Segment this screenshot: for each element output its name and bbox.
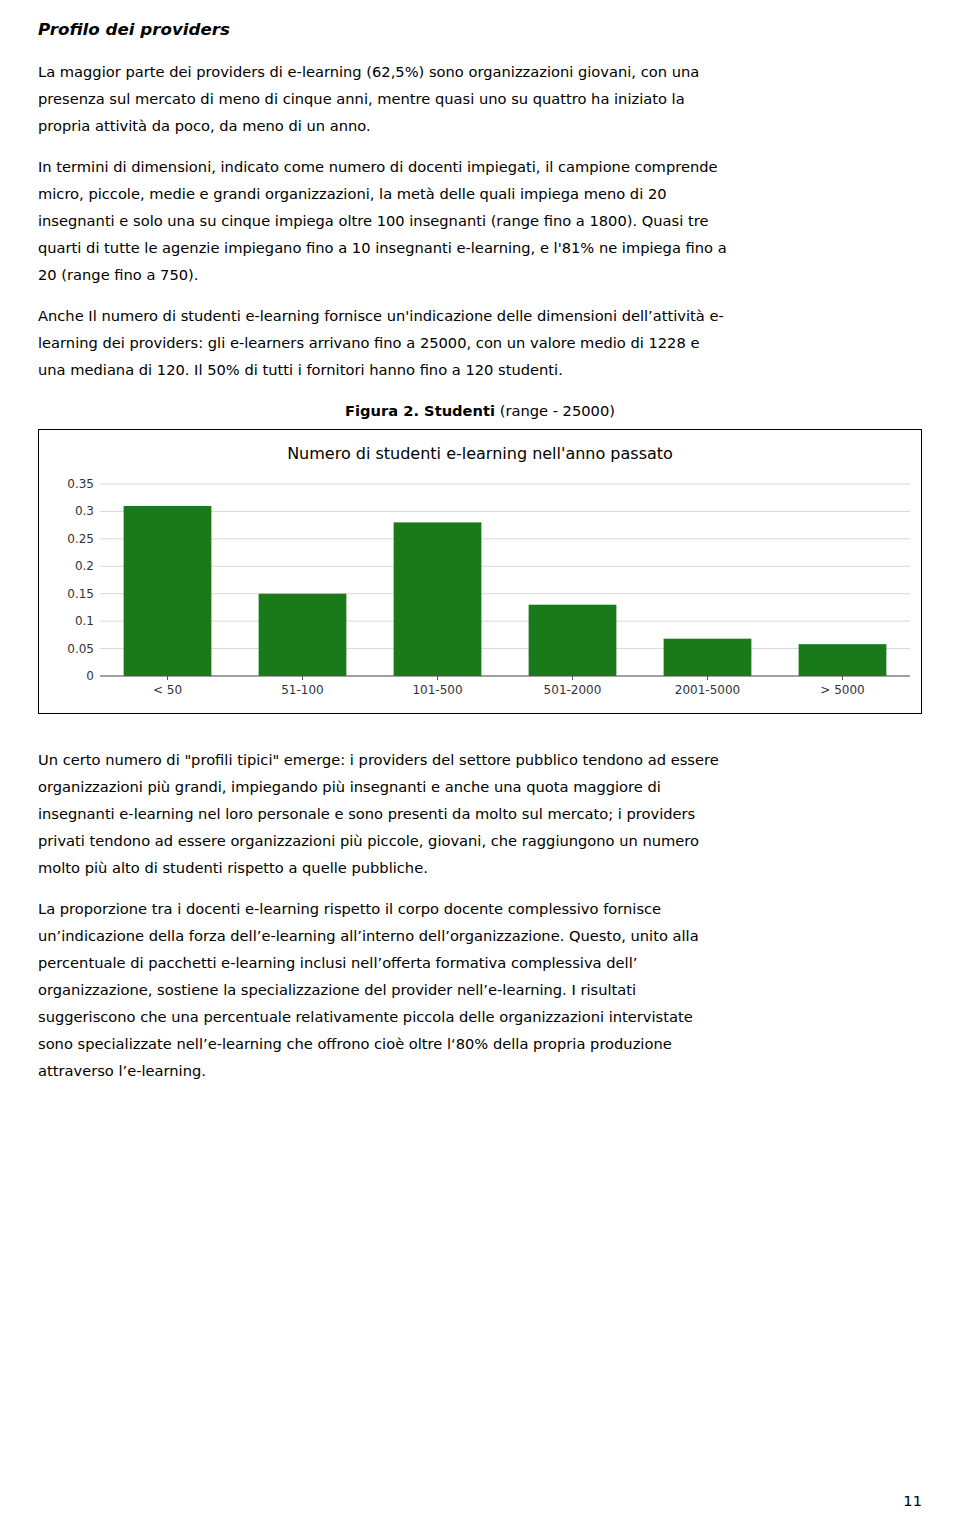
page-number: 11 [903, 1492, 922, 1509]
paragraph: Anche Il numero di studenti e-learning f… [38, 302, 922, 383]
figure-label: Figura 2. Studenti (range - 25000) [38, 397, 922, 424]
x-tick-label: < 50 [153, 683, 182, 697]
x-axis-line [100, 676, 910, 677]
text-line: learning dei providers: gli e-learners a… [38, 329, 922, 356]
text-line: molto più alto di studenti rispetto a qu… [38, 854, 922, 881]
y-tick-label: 0.25 [67, 532, 94, 546]
bar [664, 639, 752, 676]
y-tick-label: 0.3 [75, 504, 94, 518]
bar [529, 605, 617, 676]
text-line: presenza sul mercato di meno di cinque a… [38, 85, 922, 112]
text-line: sono specializzate nell’e-learning che o… [38, 1030, 922, 1057]
grid-line [100, 648, 910, 649]
x-tick-label: 501-2000 [544, 683, 602, 697]
grid-line [100, 593, 910, 594]
grid-line [100, 621, 910, 622]
grid-line [100, 511, 910, 512]
bar-chart: Numero di studenti e-learning nell'anno … [38, 429, 922, 714]
text-line: percentuale di pacchetti e-learning incl… [38, 949, 922, 976]
text-line: quarti di tutte le agenzie impiegano fin… [38, 234, 922, 261]
chart-title: Numero di studenti e-learning nell'anno … [287, 444, 673, 463]
text-line: un’indicazione della forza dell’e-learni… [38, 922, 922, 949]
paragraph: La proporzione tra i docenti e-learning … [38, 895, 922, 1084]
figure-label-normal: (range - 25000) [495, 402, 615, 419]
text-line: insegnanti e-learning nel loro personale… [38, 800, 922, 827]
x-tick [572, 676, 573, 680]
y-tick-label: 0.05 [67, 642, 94, 656]
text-line: La maggior parte dei providers di e-lear… [38, 58, 922, 85]
text-line: micro, piccole, medie e grandi organizza… [38, 180, 922, 207]
x-tick-label: 51-100 [281, 683, 324, 697]
page-header: Profilo dei providers [38, 18, 922, 40]
text-line: organizzazione, sostiene la specializzaz… [38, 976, 922, 1003]
bar [124, 506, 212, 676]
y-tick-label: 0.1 [75, 614, 94, 628]
bars [124, 506, 887, 676]
bar [799, 644, 887, 676]
text-line: propria attività da poco, da meno di un … [38, 112, 922, 139]
x-tick [437, 676, 438, 680]
grid-line [100, 484, 910, 485]
x-tick [302, 676, 303, 680]
y-tick-label: 0.2 [75, 559, 94, 573]
text-line: 20 (range fino a 750). [38, 261, 922, 288]
bar [259, 594, 347, 676]
text-line: In termini di dimensioni, indicato come … [38, 153, 922, 180]
y-tick-label: 0.35 [67, 477, 94, 491]
x-tick-label: > 5000 [820, 683, 864, 697]
x-tick [842, 676, 843, 680]
text-line: attraverso l’e-learning. [38, 1057, 922, 1084]
page: Profilo dei providers La maggior parte de… [38, 18, 922, 1098]
text-line: privati tendono ad essere organizzazioni… [38, 827, 922, 854]
figure-label-bold: Figura 2. Studenti [345, 402, 495, 419]
bar [394, 522, 482, 676]
x-tick-label: 2001-5000 [675, 683, 740, 697]
text-line: organizzazioni più grandi, impiegando pi… [38, 773, 922, 800]
grid-line [100, 538, 910, 539]
x-tick [707, 676, 708, 680]
y-tick-label: 0.15 [67, 587, 94, 601]
grid-line [100, 566, 910, 567]
text-line: Un certo numero di "profili tipici" emer… [38, 746, 922, 773]
text-line: suggeriscono che una percentuale relativ… [38, 1003, 922, 1030]
paragraph: In termini di dimensioni, indicato come … [38, 153, 922, 288]
text-line: Anche Il numero di studenti e-learning f… [38, 302, 922, 329]
x-tick [167, 676, 168, 680]
x-tick-label: 101-500 [412, 683, 462, 697]
paragraph: Un certo numero di "profili tipici" emer… [38, 746, 922, 881]
chart-frame [39, 430, 922, 714]
y-tick-label: 0 [86, 669, 94, 683]
text-line: La proporzione tra i docenti e-learning … [38, 895, 922, 922]
paragraph: La maggior parte dei providers di e-lear… [38, 58, 922, 139]
grid-line [100, 676, 910, 677]
text-line: insegnanti e solo una su cinque impiega … [38, 207, 922, 234]
text-line: una mediana di 120. Il 50% di tutti i fo… [38, 356, 922, 383]
